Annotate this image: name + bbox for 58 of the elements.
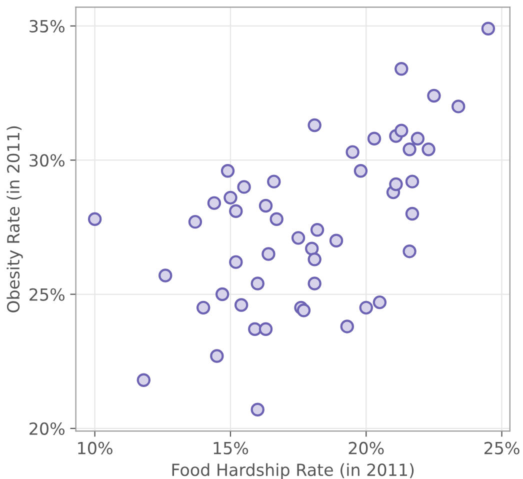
point bbox=[250, 276, 264, 290]
point bbox=[308, 276, 322, 290]
point bbox=[258, 198, 273, 213]
y-tick-label: 30% bbox=[30, 154, 64, 167]
point bbox=[262, 247, 276, 261]
x-tick-label: 25% bbox=[484, 442, 520, 454]
point bbox=[452, 100, 466, 114]
point bbox=[354, 164, 368, 178]
point bbox=[291, 231, 306, 245]
point bbox=[329, 234, 344, 248]
point bbox=[394, 62, 408, 76]
point bbox=[402, 244, 416, 258]
point bbox=[394, 124, 408, 138]
point bbox=[224, 190, 238, 205]
point bbox=[215, 287, 230, 302]
point bbox=[250, 402, 264, 416]
point bbox=[405, 206, 420, 221]
point bbox=[210, 349, 224, 363]
point bbox=[310, 223, 324, 237]
x-axis-title: Food Hardship Rate (in 2011) bbox=[172, 463, 414, 479]
y-axis-title: Obesity Rate (in 2011) bbox=[6, 126, 23, 312]
point bbox=[308, 252, 322, 266]
point bbox=[422, 142, 436, 156]
point bbox=[296, 304, 311, 318]
point bbox=[88, 212, 102, 226]
point bbox=[308, 118, 322, 132]
y-tick-label: 20% bbox=[30, 422, 64, 435]
point bbox=[136, 373, 151, 387]
point bbox=[196, 300, 210, 315]
point bbox=[305, 242, 319, 256]
point bbox=[258, 322, 273, 336]
point bbox=[340, 320, 354, 334]
point bbox=[346, 145, 360, 159]
point bbox=[267, 174, 281, 188]
point bbox=[367, 132, 382, 146]
point bbox=[248, 322, 262, 336]
point bbox=[237, 180, 251, 194]
x-tick-label: 10% bbox=[78, 442, 112, 454]
point bbox=[389, 177, 403, 192]
point bbox=[229, 255, 243, 269]
point bbox=[207, 196, 222, 210]
point bbox=[402, 142, 416, 156]
y-tick-label: 35% bbox=[30, 20, 64, 33]
point bbox=[270, 212, 284, 226]
point bbox=[158, 268, 172, 282]
x-tick-label: 15% bbox=[214, 442, 248, 454]
point bbox=[220, 164, 235, 178]
point bbox=[410, 132, 425, 146]
point bbox=[234, 298, 248, 312]
point bbox=[229, 204, 243, 218]
point bbox=[372, 295, 387, 310]
x-tick-label: 20% bbox=[348, 442, 384, 454]
point bbox=[405, 174, 420, 188]
point bbox=[481, 22, 496, 36]
point bbox=[359, 300, 373, 315]
point bbox=[427, 88, 441, 103]
y-tick-label: 25% bbox=[30, 288, 64, 301]
point bbox=[188, 214, 202, 229]
